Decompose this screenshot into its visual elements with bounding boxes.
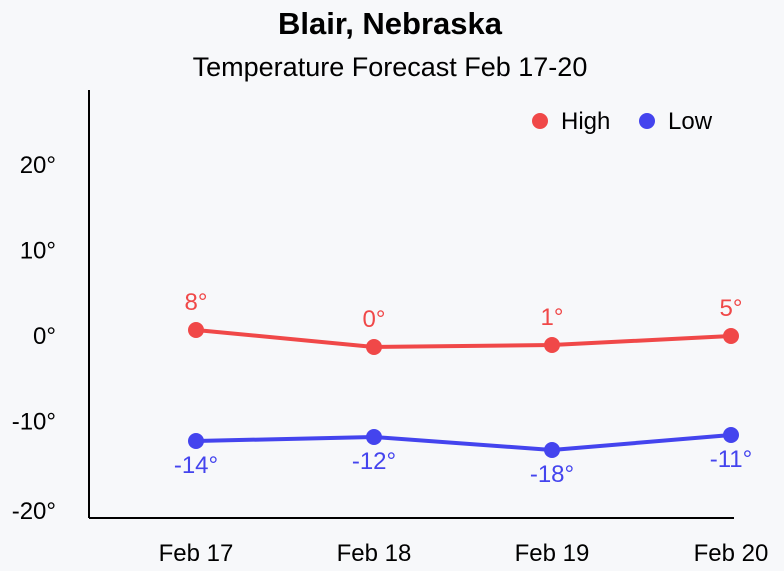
data-point-low: [544, 442, 560, 458]
data-label-high: 1°: [541, 304, 564, 331]
data-point-high: [188, 322, 204, 338]
data-label-high: 5°: [720, 295, 743, 322]
chart-subtitle: Temperature Forecast Feb 17-20: [192, 52, 588, 82]
y-tick-label: -20°: [12, 498, 56, 525]
data-label-high: 0°: [363, 306, 386, 333]
legend-label-low: Low: [668, 108, 713, 135]
legend-marker-low: [639, 113, 655, 129]
y-tick-label: 0°: [33, 323, 56, 350]
data-label-low: -18°: [530, 461, 574, 488]
data-label-low: -14°: [174, 452, 218, 479]
data-point-high: [544, 337, 560, 353]
x-tick-label: Feb 20: [694, 540, 769, 567]
legend-label-high: High: [561, 108, 610, 135]
chart-title: Blair, Nebraska: [277, 6, 503, 41]
x-tick-label: Feb 17: [159, 540, 234, 567]
y-tick-label: -10°: [12, 409, 56, 436]
data-label-low: -11°: [710, 446, 753, 473]
data-point-high: [366, 339, 382, 355]
x-tick-label: Feb 18: [337, 540, 412, 567]
y-tick-label: 20°: [20, 152, 56, 179]
data-point-low: [188, 433, 204, 449]
legend-marker-high: [532, 113, 548, 129]
series-line-low: [195, 433, 732, 452]
x-tick-label: Feb 19: [515, 540, 590, 567]
data-point-high: [723, 328, 739, 344]
series-line-high: [195, 328, 732, 349]
data-label-high: 8°: [185, 289, 208, 316]
data-point-low: [366, 429, 382, 445]
data-label-low: -12°: [352, 448, 396, 475]
y-tick-label: 10°: [20, 238, 56, 265]
data-point-low: [723, 427, 739, 443]
